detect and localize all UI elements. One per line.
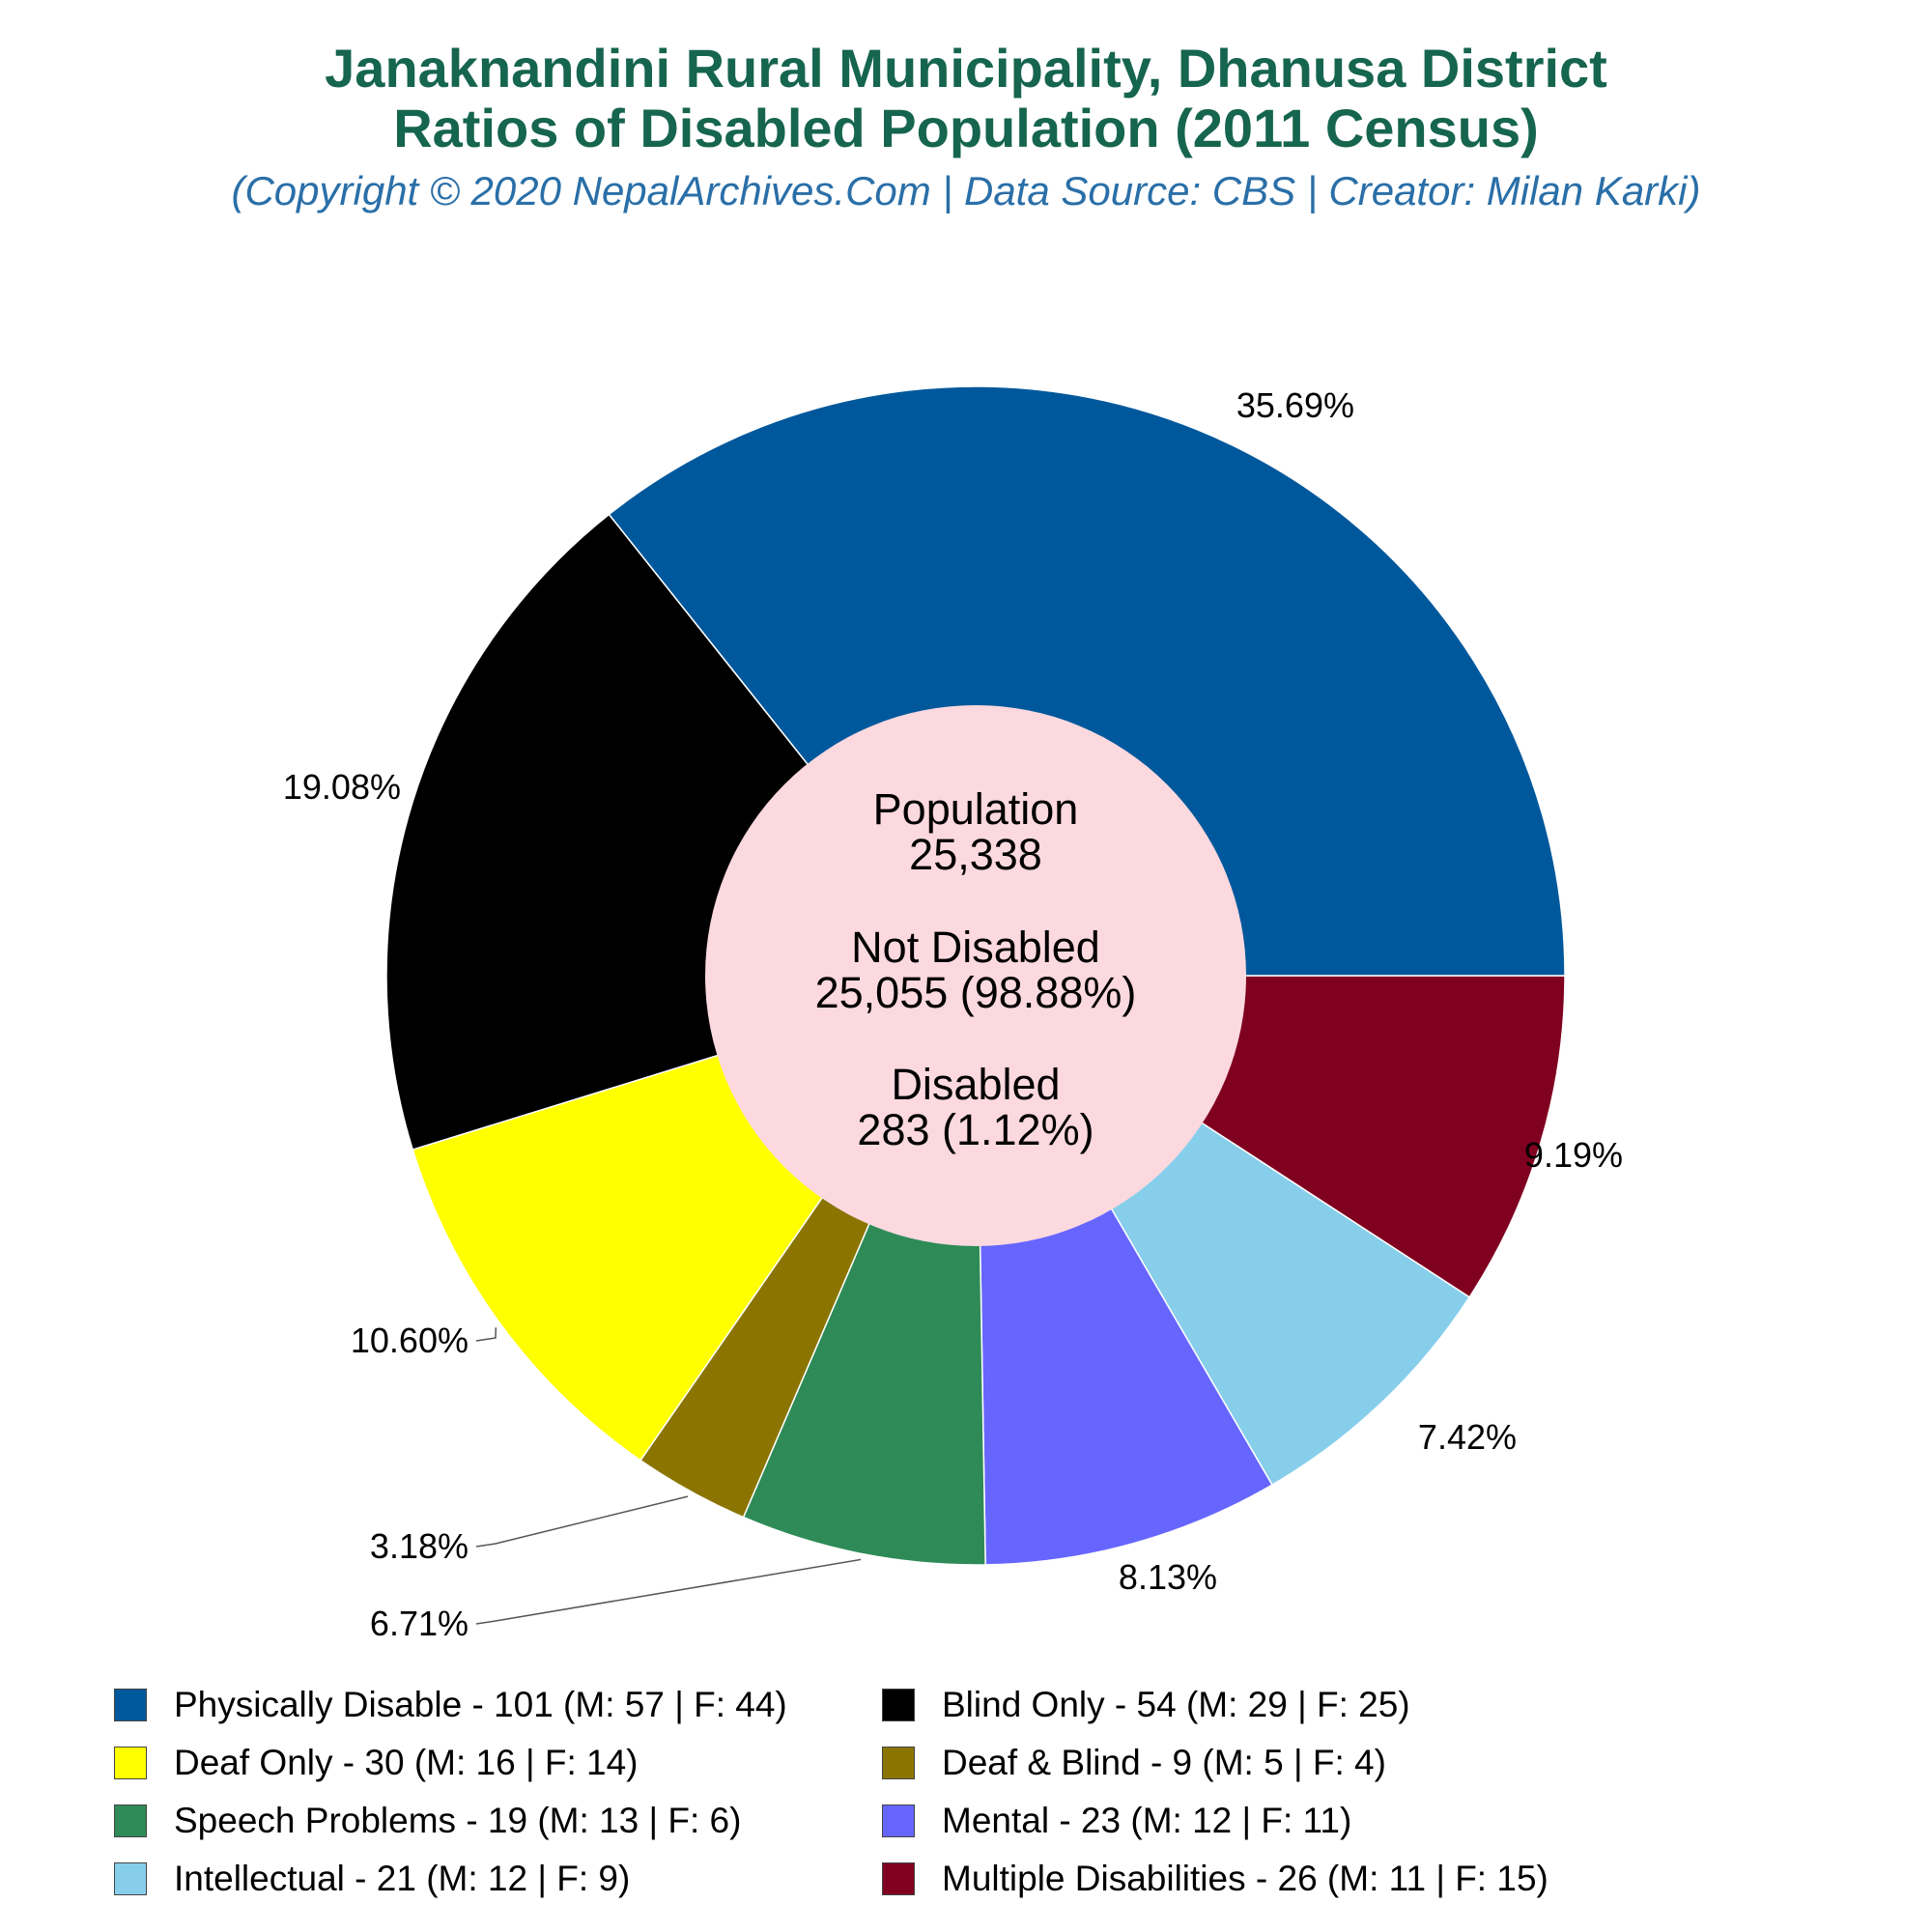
legend-item: Multiple Disabilities - 26 (M: 11 | F: 1…	[882, 1850, 1548, 1908]
legend-swatch	[882, 1862, 915, 1895]
percent-label-mental: 8.13%	[1119, 1557, 1217, 1597]
leader-line-deaf-only	[475, 1327, 497, 1342]
chart-title-line-1: Janaknandini Rural Municipality, Dhanusa…	[325, 38, 1607, 99]
legend-label: Intellectual - 21 (M: 12 | F: 9)	[174, 1859, 631, 1898]
percent-label-deaf-only: 10.60%	[351, 1321, 469, 1360]
center-disabled-value: 283 (1.12%)	[857, 1105, 1094, 1154]
center-population-value: 25,338	[909, 830, 1042, 879]
legend-item: Physically Disable - 101 (M: 57 | F: 44)	[114, 1676, 787, 1734]
legend-label: Multiple Disabilities - 26 (M: 11 | F: 1…	[942, 1859, 1548, 1898]
legend-swatch	[114, 1804, 147, 1837]
leader-line-deaf-blind	[475, 1495, 689, 1548]
center-population-label: Population	[873, 784, 1079, 834]
center-hole	[705, 705, 1246, 1246]
chart-title-line-2: Ratios of Disabled Population (2011 Cens…	[393, 98, 1539, 158]
legend-swatch	[114, 1862, 147, 1895]
percent-label-multiple-disabilities: 9.19%	[1524, 1135, 1623, 1175]
chart-header: Janaknandini Rural Municipality, Dhanusa…	[0, 39, 1932, 220]
legend-item: Blind Only - 54 (M: 29 | F: 25)	[882, 1676, 1410, 1734]
legend-item: Deaf & Blind - 9 (M: 5 | F: 4)	[882, 1734, 1386, 1792]
chart-subtitle: (Copyright © 2020 NepalArchives.Com | Da…	[231, 168, 1701, 213]
center-not-disabled-label: Not Disabled	[851, 923, 1100, 972]
percent-labels: 9.19% 7.42% 8.13% 6.71% 3.18% 10.60% 19.08% 35.…	[283, 385, 1623, 1643]
center-summary: Population 25,338 Not Disabled 25,055 (9…	[815, 784, 1137, 1154]
legend-item: Speech Problems - 19 (M: 13 | F: 6)	[114, 1792, 741, 1850]
percent-label-intellectual: 7.42%	[1418, 1417, 1517, 1457]
legend-label: Mental - 23 (M: 12 | F: 11)	[942, 1801, 1352, 1840]
legend-swatch	[882, 1689, 915, 1721]
legend-label: Deaf Only - 30 (M: 16 | F: 14)	[174, 1743, 639, 1782]
label-leader-lines	[475, 1327, 862, 1625]
percent-label-deaf-blind: 3.18%	[370, 1526, 469, 1566]
legend-swatch	[114, 1689, 147, 1721]
pie-slice-physically-disable	[608, 385, 1566, 977]
center-disabled-label: Disabled	[891, 1060, 1060, 1109]
legend-label: Speech Problems - 19 (M: 13 | F: 6)	[174, 1801, 742, 1840]
legend-item: Intellectual - 21 (M: 12 | F: 9)	[114, 1850, 630, 1908]
percent-label-blind-only: 19.08%	[283, 767, 401, 807]
legend-label: Blind Only - 54 (M: 29 | F: 25)	[942, 1685, 1410, 1724]
percent-label-physically-disable: 35.69%	[1236, 385, 1354, 425]
legend-label: Deaf & Blind - 9 (M: 5 | F: 4)	[942, 1743, 1386, 1782]
percent-label-speech-problems: 6.71%	[370, 1604, 469, 1643]
leader-line-speech-problems	[475, 1558, 862, 1625]
legend-swatch	[882, 1747, 915, 1779]
legend-item: Mental - 23 (M: 12 | F: 11)	[882, 1792, 1351, 1850]
center-not-disabled-value: 25,055 (98.88%)	[815, 968, 1137, 1017]
legend-label: Physically Disable - 101 (M: 57 | F: 44)	[174, 1685, 787, 1724]
legend-swatch	[114, 1747, 147, 1779]
legend-item: Deaf Only - 30 (M: 16 | F: 14)	[114, 1734, 639, 1792]
legend-swatch	[882, 1804, 915, 1837]
